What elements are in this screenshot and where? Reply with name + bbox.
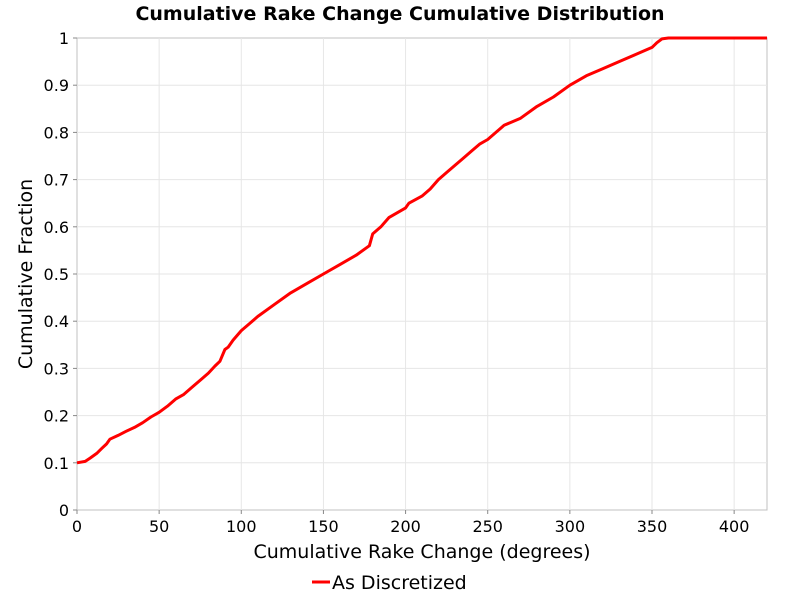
x-tick-label: 350 bbox=[637, 517, 668, 536]
y-tick-label: 1 bbox=[59, 29, 69, 48]
legend-label: As Discretized bbox=[332, 572, 467, 594]
y-tick-label: 0.5 bbox=[44, 265, 69, 284]
x-tick-label: 300 bbox=[555, 517, 586, 536]
x-axis-label: Cumulative Rake Change (degrees) bbox=[253, 541, 590, 563]
chart-title: Cumulative Rake Change Cumulative Distri… bbox=[135, 3, 664, 25]
x-tick-label: 50 bbox=[149, 517, 169, 536]
y-tick-label: 0.1 bbox=[44, 454, 69, 473]
y-tick-label: 0.9 bbox=[44, 76, 69, 95]
x-tick-label: 150 bbox=[308, 517, 339, 536]
series-line-as-discretized bbox=[76, 36, 767, 465]
y-tick-label: 0.8 bbox=[44, 123, 69, 142]
y-tick-label: 0.6 bbox=[44, 218, 69, 237]
x-tick-label: 250 bbox=[472, 517, 503, 536]
x-tick-label: 400 bbox=[719, 517, 750, 536]
y-axis-label: Cumulative Fraction bbox=[15, 179, 37, 369]
x-axis-ticks: 0 50 100 150 200 250 300 350 400 bbox=[72, 510, 750, 536]
x-tick-label: 100 bbox=[226, 517, 257, 536]
y-tick-label: 0.7 bbox=[44, 171, 69, 190]
y-tick-label: 0.2 bbox=[44, 407, 69, 426]
legend: As Discretized bbox=[312, 572, 467, 594]
y-axis-ticks: 0 0.1 0.2 0.3 0.4 0.5 0.6 0.7 0.8 0.9 1 bbox=[44, 29, 77, 520]
y-tick-label: 0.4 bbox=[44, 312, 69, 331]
y-gridlines bbox=[77, 84, 767, 464]
y-tick-label: 0.3 bbox=[44, 359, 69, 378]
x-tick-label: 200 bbox=[390, 517, 421, 536]
y-tick-label: 0 bbox=[59, 501, 69, 520]
x-tick-label: 0 bbox=[72, 517, 82, 536]
